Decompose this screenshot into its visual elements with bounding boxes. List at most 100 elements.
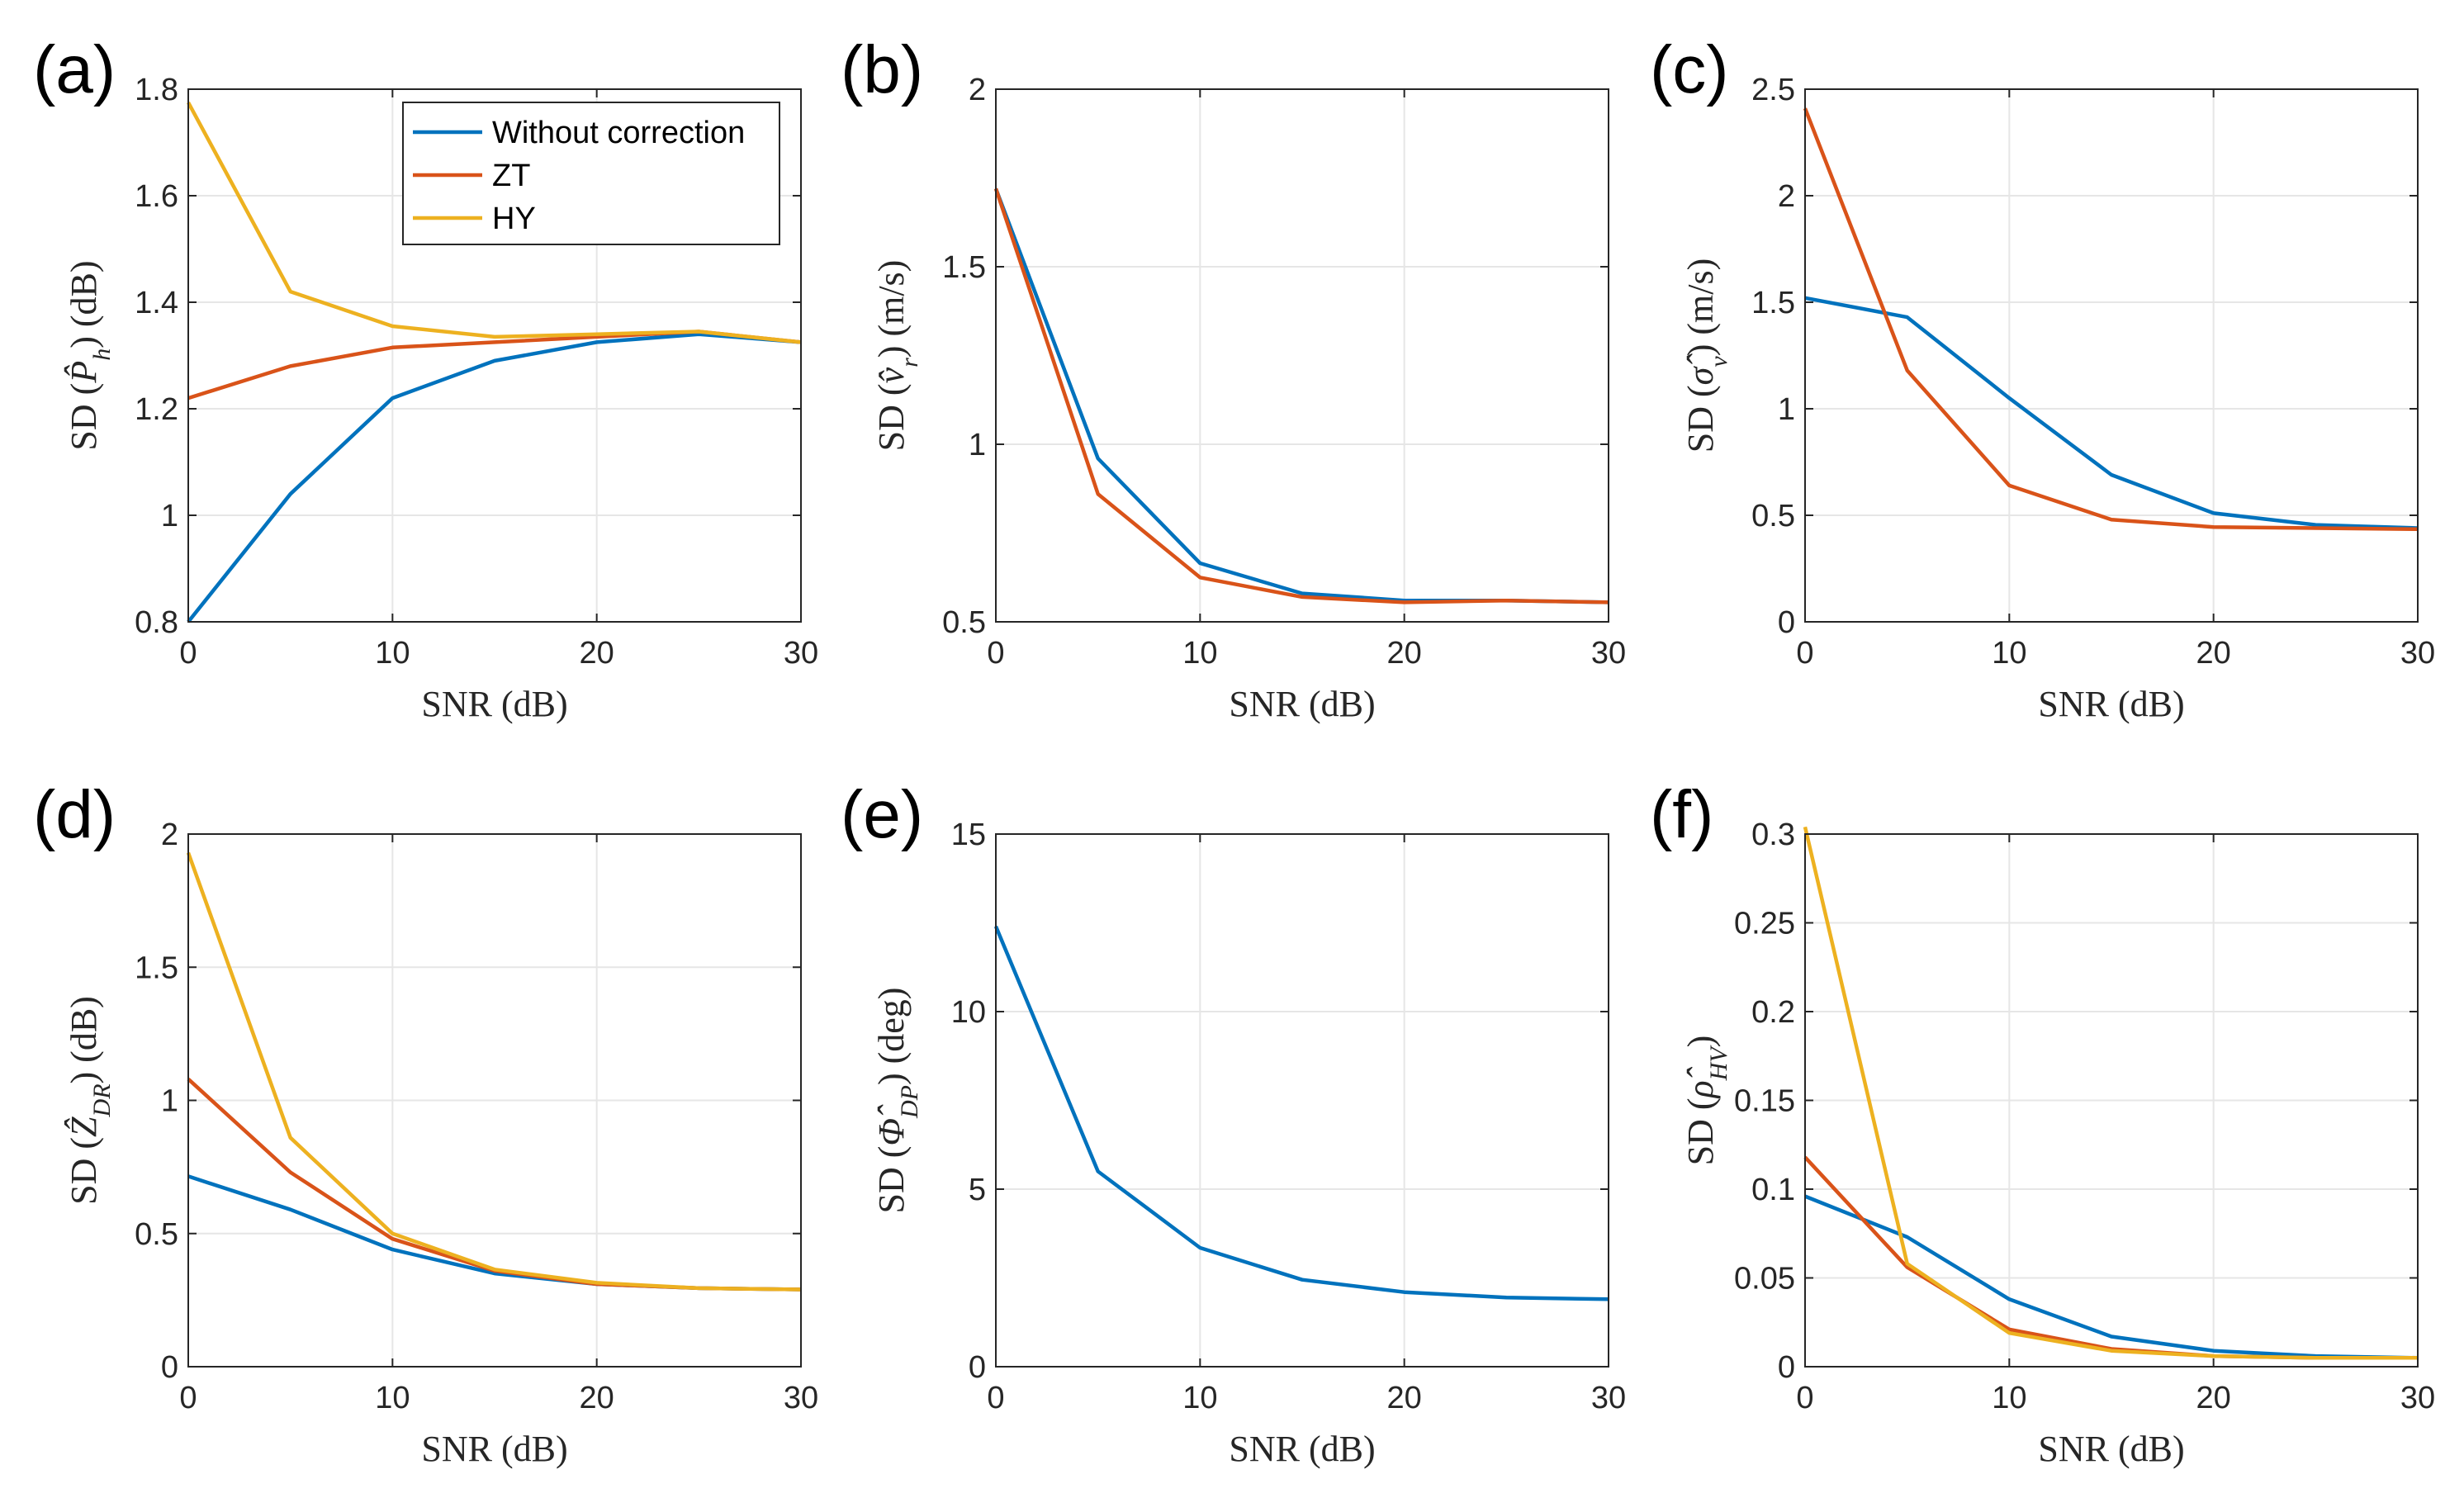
x-tick-label: 0 <box>1796 636 1813 671</box>
series-line-zt <box>993 187 1609 604</box>
y-tick-label: 15 <box>951 818 986 852</box>
x-axis-title: SNR (dB) <box>2038 684 2184 724</box>
y-tick-label: 1.2 <box>135 392 178 427</box>
x-tick-label: 20 <box>580 636 614 671</box>
y-tick-label: 0.8 <box>135 605 178 640</box>
x-tick-label: 20 <box>580 1381 614 1415</box>
y-tick-label: 0 <box>161 1350 178 1385</box>
y-tick-label: 2 <box>1778 179 1795 214</box>
y-tick-label: 1.5 <box>135 950 178 985</box>
series-line-hy <box>1803 826 2418 1360</box>
y-tick-label: 0.2 <box>1751 995 1795 1030</box>
y-tick-label: 0.15 <box>1734 1084 1795 1119</box>
x-axis-title: SNR (dB) <box>421 684 567 724</box>
y-tick-label: 0.05 <box>1734 1262 1795 1297</box>
legend-label: Without correction <box>492 116 745 150</box>
panel-a: 0 10 20 30 0.8 1 1.2 1.4 1.6 1.8 SNR (dB) SD (P̂h) … <box>33 32 818 724</box>
x-tick-label: 30 <box>2400 636 2435 671</box>
y-axis-title: SD (ẐDR) (dB) <box>64 996 116 1205</box>
x-tick-label: 10 <box>1182 636 1217 671</box>
panel-label: (b) <box>841 32 923 107</box>
y-tick-label: 0.3 <box>1751 818 1795 852</box>
y-tick-label: 0.25 <box>1734 907 1795 941</box>
x-tick-label: 10 <box>1992 1381 2026 1415</box>
series-line-hy <box>187 102 802 344</box>
x-tick-label: 30 <box>1591 636 1626 671</box>
y-tick-label: 1.6 <box>135 179 178 214</box>
y-tick-label: 1 <box>969 428 986 462</box>
x-tick-label: 20 <box>2196 636 2231 671</box>
series-line-without-correction <box>993 187 1609 604</box>
legend: Without correction ZT HY <box>402 102 780 245</box>
series-line-zt <box>1803 107 2419 532</box>
series-line-without-correction <box>187 332 802 623</box>
y-tick-label: 2 <box>969 73 986 107</box>
axes-box <box>1804 88 2419 623</box>
axes-box <box>995 833 1609 1368</box>
panel-e: 0 10 20 30 0 5 10 15 SNR (dB) SD (Φ̂DP) (deg) (e) <box>841 777 1626 1469</box>
y-tick-label: 1 <box>1778 392 1795 427</box>
x-tick-label: 0 <box>987 1381 1004 1415</box>
legend-label: HY <box>492 201 536 236</box>
series-line-without-correction <box>1804 296 2419 530</box>
y-tick-label: 1.4 <box>135 286 178 320</box>
x-tick-label: 30 <box>784 1381 818 1415</box>
y-tick-label: 0 <box>969 1350 986 1385</box>
series-line-without-correction <box>993 925 1609 1301</box>
x-tick-label: 0 <box>179 1381 197 1415</box>
panel-c: 0 10 20 30 0 0.5 1 1.5 2 2.5 SNR (dB) SD (σ̂v) (m/s… <box>1650 32 2435 724</box>
panel-label: (c) <box>1650 32 1729 107</box>
panel-f: 0 10 20 30 0 0.05 0.1 0.15 0.2 0.25 0.3 SNR (dB) SD … <box>1650 777 2435 1469</box>
y-axis-title: SD (P̂h) (dB) <box>64 260 116 450</box>
y-axis-title: SD (σ̂v) (m/s) <box>1680 258 1732 453</box>
x-tick-label: 10 <box>375 1381 410 1415</box>
series-line-zt <box>1803 1155 2418 1360</box>
y-tick-label: 0.5 <box>135 1217 178 1252</box>
y-tick-label: 1 <box>161 499 178 533</box>
y-tick-label: 1.5 <box>942 250 986 285</box>
y-tick-label: 0.1 <box>1751 1173 1795 1207</box>
y-tick-label: 2 <box>161 818 178 852</box>
legend-label: ZT <box>492 159 530 193</box>
y-tick-label: 2.5 <box>1751 73 1795 107</box>
axes-box <box>995 88 1609 623</box>
y-tick-label: 1.8 <box>135 73 178 107</box>
x-axis-title: SNR (dB) <box>421 1429 567 1469</box>
y-axis-title: SD (ρ̂HV) <box>1680 1036 1732 1166</box>
panel-d: 0 10 20 30 0 0.5 1 1.5 2 SNR (dB) SD (ẐDR) (dB) (d) <box>33 777 818 1469</box>
x-tick-label: 10 <box>375 636 410 671</box>
panel-label: (f) <box>1650 777 1713 852</box>
x-tick-label: 0 <box>179 636 197 671</box>
x-tick-label: 30 <box>2400 1381 2435 1415</box>
y-tick-label: 0 <box>1778 1350 1795 1385</box>
y-tick-label: 0.5 <box>1751 499 1795 533</box>
x-tick-label: 10 <box>1992 636 2026 671</box>
x-tick-label: 20 <box>1387 1381 1422 1415</box>
x-tick-label: 20 <box>1387 636 1422 671</box>
x-axis-title: SNR (dB) <box>1229 684 1375 724</box>
x-tick-label: 30 <box>1591 1381 1626 1415</box>
axes-box <box>187 88 802 623</box>
x-axis-title: SNR (dB) <box>1229 1429 1375 1469</box>
y-tick-label: 10 <box>951 995 986 1030</box>
x-axis-title: SNR (dB) <box>2038 1429 2184 1469</box>
series-line-hy <box>186 851 802 1292</box>
y-axis-title: SD (Φ̂DP) (deg) <box>871 988 923 1214</box>
series-line-zt <box>187 329 802 401</box>
x-tick-label: 0 <box>987 636 1004 671</box>
x-tick-label: 0 <box>1796 1381 1813 1415</box>
y-tick-label: 1.5 <box>1751 286 1795 320</box>
panel-b: 0 10 20 30 0.5 1 1.5 2 SNR (dB) SD (v̂r) (m/s) (b) <box>841 32 1626 724</box>
y-tick-label: 0 <box>1778 605 1795 640</box>
panel-label: (e) <box>841 777 923 852</box>
x-tick-label: 20 <box>2196 1381 2231 1415</box>
panel-label: (a) <box>33 32 116 107</box>
x-tick-label: 30 <box>784 636 818 671</box>
y-tick-label: 5 <box>969 1173 986 1207</box>
x-tick-label: 10 <box>1182 1381 1217 1415</box>
y-axis-title: SD (v̂r) (m/s) <box>871 260 923 452</box>
panel-label: (d) <box>33 777 116 852</box>
y-tick-label: 1 <box>161 1084 178 1119</box>
y-tick-label: 0.5 <box>942 605 986 640</box>
